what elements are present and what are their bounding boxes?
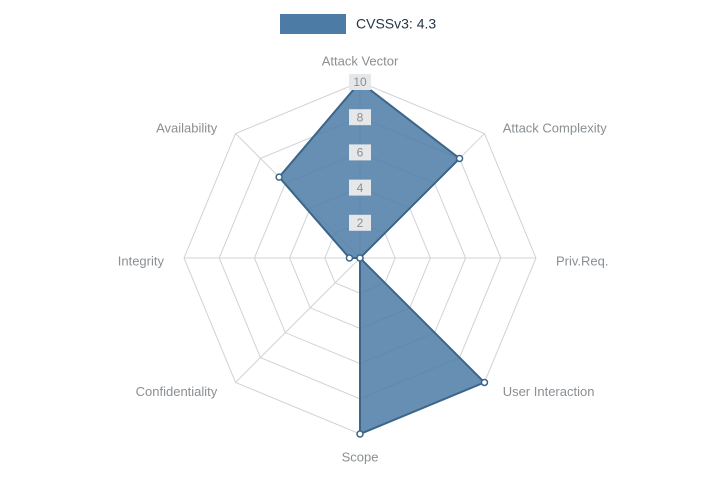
axis-label: Priv.Req. [556,253,609,268]
tick-label: 6 [357,146,364,160]
tick-label: 8 [357,110,364,124]
series-dot [357,255,363,261]
axis-label: Attack Vector [322,53,399,68]
axis-label: Scope [342,449,379,464]
tick-label: 4 [357,181,364,195]
tick-label: 2 [357,216,364,230]
tick-label: 10 [353,75,367,89]
axis-label: Availability [156,121,218,136]
axis-label: Integrity [118,253,165,268]
legend-label: CVSSv3: 4.3 [356,16,436,32]
series-dot [357,431,363,437]
axis-label: Confidentiality [136,384,218,399]
series-dot [481,379,487,385]
axis-label: Attack Complexity [503,121,608,136]
series-dot [346,255,352,261]
legend-swatch [280,14,346,34]
series-dot [457,155,463,161]
axis-label: User Interaction [503,384,595,399]
series-dot [276,174,282,180]
cvss-radar-chart: 2 4 6 8 10 Attack Vector Attack Complexity Priv… [0,0,720,504]
